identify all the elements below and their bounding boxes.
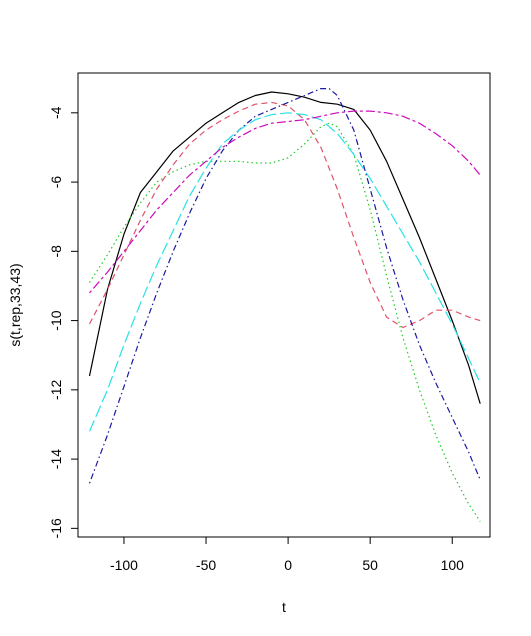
- series-line-5: [88, 112, 481, 432]
- x-tick-label: -100: [110, 557, 138, 573]
- x-tick-label: 100: [441, 557, 465, 573]
- x-axis: -100 -50 0 50 100: [110, 536, 465, 573]
- series-line-1: [88, 91, 481, 404]
- y-axis-title: s(t,rep,33,43): [7, 263, 23, 346]
- series-line-4: [88, 88, 481, 484]
- y-tick-label: -8: [48, 245, 64, 258]
- y-tick-label: -4: [48, 106, 64, 119]
- y-tick-label: -14: [48, 449, 64, 469]
- y-tick-label: -12: [48, 380, 64, 400]
- series-layer: [88, 88, 481, 522]
- y-tick-label: -16: [48, 518, 64, 538]
- series-line-6: [89, 110, 481, 294]
- y-tick-label: -10: [48, 310, 64, 330]
- y-axis: -16 -14 -12 -10 -8 -6 -4: [48, 106, 79, 538]
- x-tick-label: -50: [196, 557, 216, 573]
- x-tick-label: 50: [362, 557, 378, 573]
- series-line-2: [88, 101, 481, 329]
- y-tick-label: -6: [48, 176, 64, 189]
- x-axis-title: t: [282, 599, 286, 615]
- x-tick-label: 0: [284, 557, 292, 573]
